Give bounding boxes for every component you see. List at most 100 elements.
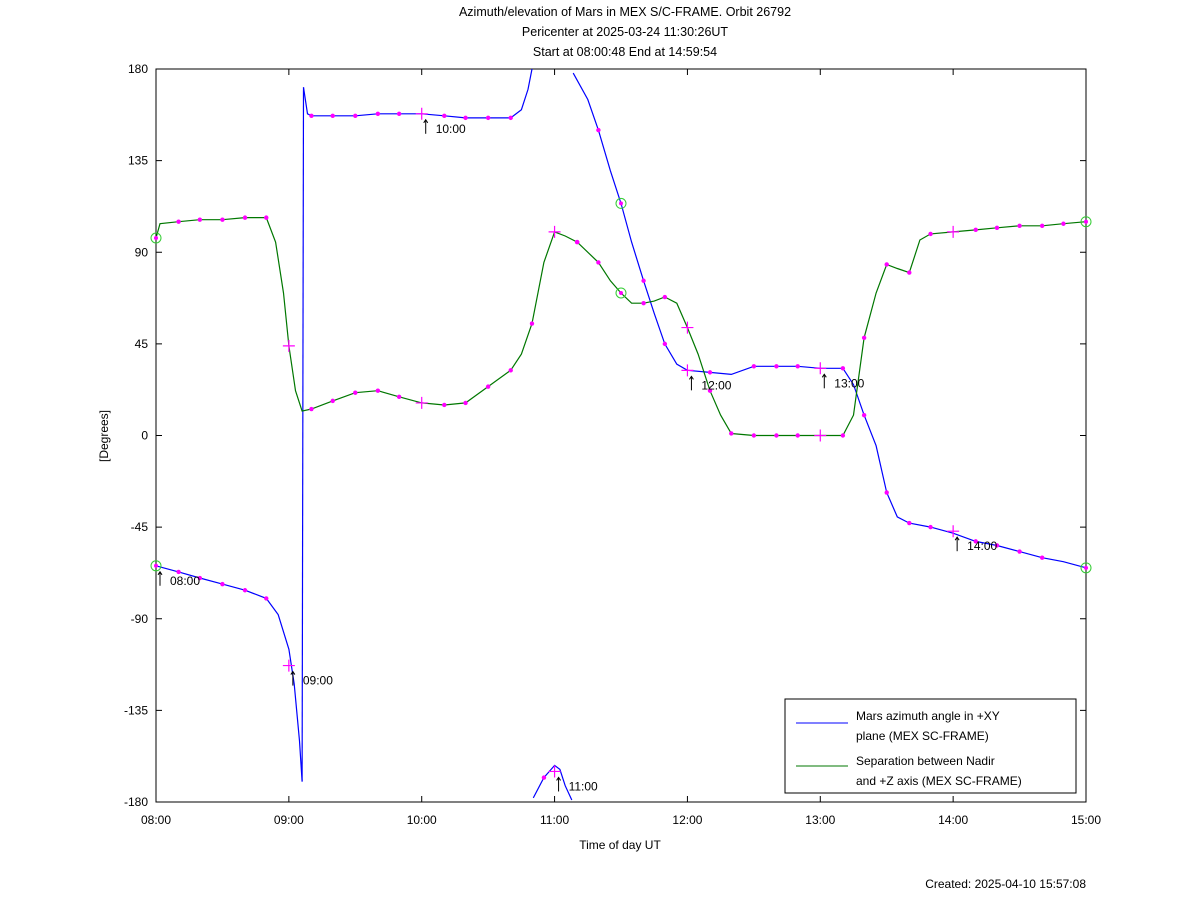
- hour-annotation-label: 14:00: [967, 539, 997, 553]
- azimuth-marker-dot: [884, 490, 889, 495]
- azimuth-marker-dot: [707, 370, 713, 375]
- separation-marker-dot: [751, 433, 757, 438]
- azimuth-marker-dot: [529, 321, 535, 326]
- endpoint-circle-marker: [615, 197, 627, 209]
- y-tick-label: -45: [131, 520, 149, 534]
- separation-marker-dot: [928, 231, 933, 237]
- axis-ticks: 08:00 09:00 10:00 11:00 12:00 13:00 14:00 15:00…: [124, 62, 1101, 827]
- separation-marker-dot: [242, 215, 248, 220]
- y-tick-label: -90: [131, 612, 149, 626]
- hour-cross-marker: [415, 396, 428, 409]
- azimuth-marker-dot: [396, 111, 402, 116]
- y-tick-label: 90: [135, 245, 149, 259]
- azimuth-marker-dot: [541, 775, 547, 780]
- separation-marker-dot: [907, 270, 912, 275]
- azimuth-marker-dot: [264, 596, 269, 601]
- separation-marker-dot: [1017, 223, 1022, 228]
- azimuth-marker-dot: [220, 581, 225, 587]
- azimuth-marker-dot: [751, 364, 757, 369]
- x-tick-label: 11:00: [540, 813, 569, 827]
- x-tick-label: 15:00: [1071, 813, 1101, 827]
- separation-marker-dot: [463, 400, 468, 406]
- azimuth-series-line: [301, 87, 305, 782]
- azimuth-marker-dot: [197, 575, 203, 581]
- separation-marker-dot: [176, 219, 181, 224]
- separation-marker-dot: [884, 262, 889, 267]
- endpoint-circle-marker: [150, 232, 162, 244]
- separation-marker-dot: [220, 217, 225, 222]
- created-timestamp: Created: 2025-04-10 15:57:08: [925, 877, 1086, 891]
- azimuth-marker-dot: [861, 412, 867, 418]
- separation-marker-dot: [641, 300, 646, 306]
- y-tick-label: 45: [135, 337, 149, 351]
- hour-cross-marker: [814, 362, 827, 375]
- azimuth-marker-dot: [508, 115, 513, 121]
- azimuth-marker-dot: [840, 366, 846, 371]
- chart-title-line-1: Azimuth/elevation of Mars in MEX S/C-FRA…: [459, 5, 791, 19]
- hour-annotation-arrowhead: [423, 118, 429, 124]
- azimuth-marker-dot: [662, 341, 668, 347]
- endpoint-circle-dot: [1084, 565, 1088, 570]
- x-axis-label: Time of day UT: [579, 838, 661, 852]
- separation-marker-dot: [197, 217, 203, 222]
- endpoint-circle-dot: [154, 235, 158, 240]
- chart-title-line-2: Pericenter at 2025-03-24 11:30:26UT: [522, 25, 729, 39]
- azimuth-series-line: [155, 565, 303, 782]
- hour-annotation-arrowhead: [157, 570, 163, 576]
- x-tick-label: 14:00: [938, 813, 968, 827]
- azimuth-marker-dot: [330, 113, 335, 119]
- azimuth-marker-dot: [973, 539, 978, 544]
- separation-marker-dot: [861, 335, 867, 340]
- azimuth-marker-dot: [928, 524, 933, 530]
- endpoint-circle-marker: [1080, 216, 1092, 228]
- x-tick-label: 10:00: [407, 813, 437, 827]
- hour-cross-marker: [282, 339, 295, 352]
- y-tick-label: -135: [124, 703, 148, 717]
- separation-marker-dot: [596, 260, 601, 265]
- azimuth-marker-dot: [907, 520, 912, 526]
- separation-marker-dot: [508, 368, 513, 373]
- separation-marker-dot: [973, 227, 978, 233]
- azimuth-marker-dot: [375, 111, 381, 116]
- azimuth-marker-dot: [353, 113, 358, 119]
- azimuth-marker-dot: [1017, 549, 1022, 554]
- x-tick-label: 08:00: [141, 813, 171, 827]
- separation-marker-dot: [729, 431, 734, 436]
- hour-cross-marker: [548, 765, 561, 778]
- hour-annotation-arrowhead: [290, 670, 296, 675]
- x-tick-label: 13:00: [805, 813, 835, 827]
- endpoint-circle-dot: [154, 563, 158, 568]
- markers-layer: [150, 107, 1092, 780]
- hour-cross-marker: [681, 364, 694, 377]
- endpoint-circle-dot: [1084, 219, 1088, 224]
- separation-marker-dot: [840, 433, 846, 438]
- hour-cross-marker: [282, 659, 295, 672]
- x-tick-label: 12:00: [672, 813, 702, 827]
- endpoint-circle-marker: [150, 560, 162, 572]
- legend-label-azimuth-line-1: Mars azimuth angle in +XY: [856, 709, 1000, 723]
- separation-marker-dot: [485, 384, 491, 389]
- hour-cross-marker: [947, 525, 960, 538]
- chart-title-line-3: Start at 08:00:48 End at 14:59:54: [533, 45, 717, 59]
- azimuth-marker-dot: [176, 569, 181, 575]
- separation-marker-dot: [707, 388, 713, 393]
- x-tick-label: 09:00: [274, 813, 304, 827]
- hour-annotation-label: 08:00: [170, 574, 200, 588]
- legend-label-azimuth-line-2: plane (MEX SC-FRAME): [856, 729, 989, 743]
- hour-annotation-arrowhead: [954, 536, 960, 541]
- y-tick-label: -180: [124, 795, 148, 809]
- legend-box: [784, 698, 1077, 794]
- y-tick-label: 0: [141, 429, 148, 443]
- hour-annotation-label: 09:00: [303, 674, 333, 688]
- hour-annotation-label: 13:00: [834, 376, 864, 390]
- azimuth-marker-dot: [596, 127, 601, 133]
- separation-marker-dot: [353, 390, 358, 395]
- separation-marker-dot: [375, 388, 381, 393]
- legend-label-separation-line-2: and +Z axis (MEX SC-FRAME): [856, 774, 1022, 788]
- separation-marker-dot: [1061, 221, 1066, 226]
- hour-cross-marker: [947, 225, 960, 238]
- azimuth-marker-dot: [242, 588, 248, 593]
- hour-annotation-arrowhead: [821, 373, 827, 378]
- separation-marker-dot: [396, 394, 402, 400]
- azimuth-marker-dot: [442, 113, 447, 119]
